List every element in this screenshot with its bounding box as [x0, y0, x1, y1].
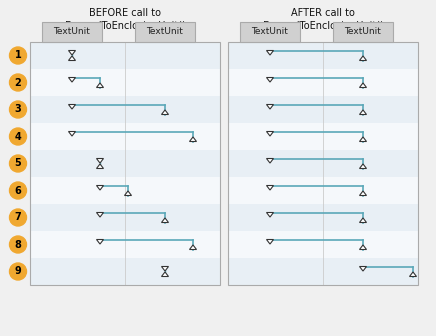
Polygon shape: [360, 110, 367, 115]
Polygon shape: [96, 164, 103, 168]
Bar: [228, 258, 418, 285]
Polygon shape: [68, 56, 75, 60]
Polygon shape: [161, 218, 168, 222]
Polygon shape: [161, 110, 168, 115]
Bar: [30, 42, 220, 285]
Bar: [228, 123, 418, 150]
Polygon shape: [96, 159, 103, 163]
Polygon shape: [125, 191, 132, 196]
Bar: [30, 204, 220, 231]
Polygon shape: [96, 185, 103, 190]
Polygon shape: [360, 164, 367, 168]
Bar: [228, 42, 418, 69]
Polygon shape: [96, 212, 103, 217]
Polygon shape: [190, 245, 197, 250]
Text: 4: 4: [15, 131, 21, 141]
Text: TextUnit: TextUnit: [54, 28, 90, 37]
Polygon shape: [266, 240, 273, 244]
Circle shape: [10, 47, 27, 64]
Bar: [228, 150, 418, 177]
Polygon shape: [266, 78, 273, 82]
Bar: [228, 204, 418, 231]
Text: BEFORE call to
ExpandToEnclosingUnit(): BEFORE call to ExpandToEnclosingUnit(): [65, 8, 185, 31]
Circle shape: [10, 263, 27, 280]
Bar: [30, 42, 220, 285]
Text: 7: 7: [15, 212, 21, 222]
Circle shape: [10, 236, 27, 253]
Polygon shape: [68, 104, 75, 109]
Polygon shape: [266, 104, 273, 109]
Bar: [228, 177, 418, 204]
Polygon shape: [266, 212, 273, 217]
Polygon shape: [360, 191, 367, 196]
Text: AFTER call to
ExpandToEnclosingUnit(): AFTER call to ExpandToEnclosingUnit(): [262, 8, 383, 31]
Bar: [228, 42, 418, 285]
Polygon shape: [360, 137, 367, 141]
Circle shape: [10, 155, 27, 172]
Polygon shape: [161, 272, 168, 277]
Circle shape: [10, 101, 27, 118]
Polygon shape: [266, 159, 273, 163]
Text: TextUnit: TextUnit: [252, 28, 289, 37]
Bar: [228, 69, 418, 96]
Circle shape: [10, 209, 27, 226]
Polygon shape: [360, 83, 367, 87]
Bar: [135, 22, 195, 42]
Text: 1: 1: [15, 50, 21, 60]
Polygon shape: [266, 185, 273, 190]
Polygon shape: [360, 245, 367, 250]
Text: 2: 2: [15, 78, 21, 87]
Polygon shape: [190, 137, 197, 141]
Bar: [30, 123, 220, 150]
Polygon shape: [68, 78, 75, 82]
Bar: [30, 150, 220, 177]
Circle shape: [10, 182, 27, 199]
Bar: [228, 231, 418, 258]
Bar: [30, 231, 220, 258]
Polygon shape: [68, 131, 75, 136]
Bar: [42, 22, 102, 42]
Bar: [30, 42, 220, 69]
Bar: [240, 22, 300, 42]
Polygon shape: [68, 50, 75, 55]
Polygon shape: [96, 83, 103, 87]
Bar: [30, 177, 220, 204]
Bar: [228, 96, 418, 123]
Polygon shape: [266, 50, 273, 55]
Text: 8: 8: [14, 240, 21, 250]
Polygon shape: [360, 218, 367, 222]
Polygon shape: [409, 272, 416, 277]
Text: TextUnit: TextUnit: [146, 28, 184, 37]
Bar: [228, 42, 418, 285]
Polygon shape: [161, 266, 168, 271]
Bar: [30, 69, 220, 96]
Polygon shape: [360, 56, 367, 60]
Polygon shape: [360, 266, 367, 271]
Text: TextUnit: TextUnit: [344, 28, 382, 37]
Bar: [333, 22, 393, 42]
Polygon shape: [96, 240, 103, 244]
Text: 9: 9: [15, 266, 21, 277]
Bar: [30, 96, 220, 123]
Circle shape: [10, 128, 27, 145]
Circle shape: [10, 74, 27, 91]
Text: 6: 6: [15, 185, 21, 196]
Text: 3: 3: [15, 104, 21, 115]
Polygon shape: [266, 131, 273, 136]
Text: 5: 5: [15, 159, 21, 168]
Bar: [30, 258, 220, 285]
